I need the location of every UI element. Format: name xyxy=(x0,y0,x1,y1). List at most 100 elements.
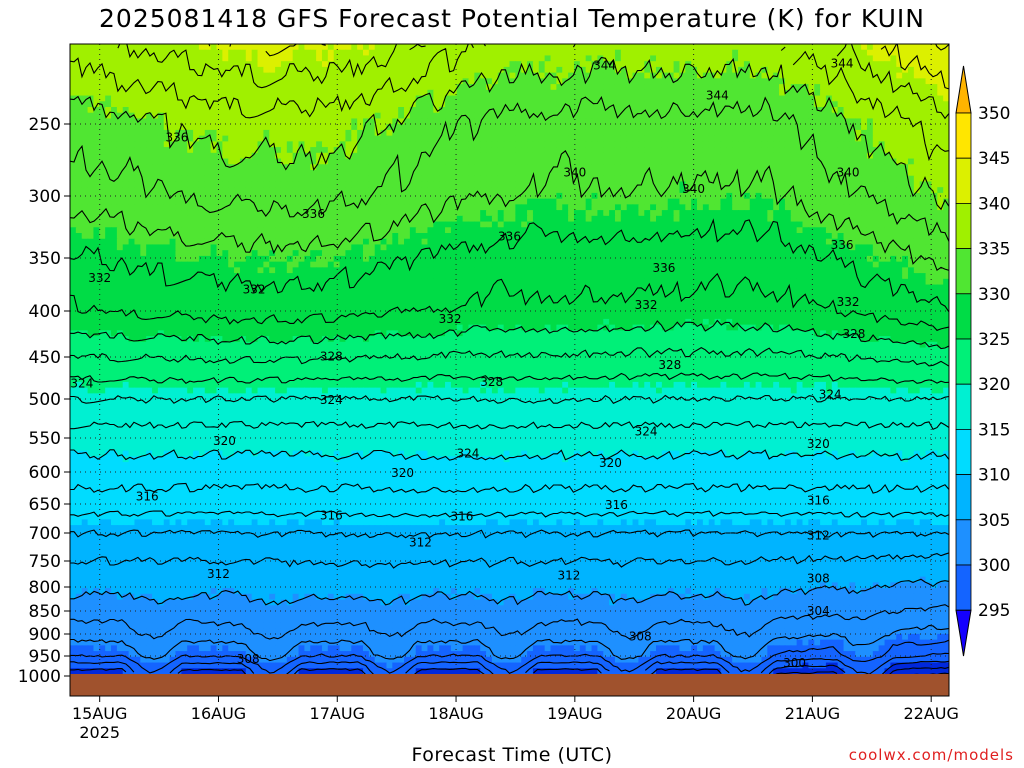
y-tick-label: 650 xyxy=(29,495,61,515)
contour-label-text: 324 xyxy=(456,447,479,461)
contour-label-text: 308 xyxy=(807,571,830,585)
contour-line-340 xyxy=(70,56,949,211)
colorbar-label: 345 xyxy=(978,149,1010,169)
contour-label-320: 320 xyxy=(807,437,830,451)
colorbar-label: 305 xyxy=(978,511,1010,531)
y-tick-label: 600 xyxy=(29,463,61,483)
y-tick-label: 300 xyxy=(29,187,61,207)
contour-line-342 xyxy=(70,44,949,162)
contour-line-334 xyxy=(70,218,949,313)
contour-label-text: 340 xyxy=(563,166,586,180)
contour-label-text: 336 xyxy=(652,261,675,275)
contour-label-332: 332 xyxy=(88,271,111,285)
y-tick-label: 500 xyxy=(29,390,61,410)
grid-lines xyxy=(70,44,949,677)
contour-label-324: 324 xyxy=(456,447,479,461)
contour-label-304: 304 xyxy=(807,604,830,618)
contour-label-336: 336 xyxy=(831,238,854,252)
contour-label-text: 324 xyxy=(320,393,343,407)
contour-label-text: 320 xyxy=(213,434,236,448)
x-tick-label: 22AUG xyxy=(903,704,958,723)
contour-label-text: 336 xyxy=(302,207,325,221)
contour-label-316: 316 xyxy=(320,509,343,523)
contour-line-306 xyxy=(70,624,949,662)
contour-line-298 xyxy=(775,666,949,674)
colorbar-label: 300 xyxy=(978,556,1010,576)
contour-label-332: 332 xyxy=(635,298,658,312)
contour-label-332: 332 xyxy=(439,312,462,326)
chart-title: 2025081418 GFS Forecast Potential Temper… xyxy=(99,4,925,33)
x-axis-ticks: 15AUG 16AUG 17AUG 18AUG 19AUG 20AUG 21AUG 22AUG… xyxy=(72,696,959,742)
colorbar-segment xyxy=(955,248,972,295)
x-tick-label: 18AUG xyxy=(428,704,483,723)
contour-label-324: 324 xyxy=(320,393,343,407)
contour-label-320: 320 xyxy=(391,466,414,480)
contour-label-text: 308 xyxy=(237,652,260,666)
x-tick-label: 21AUG xyxy=(785,704,840,723)
x-axis-label: Forecast Time (UTC) xyxy=(411,744,613,766)
contour-line-346 xyxy=(208,44,949,90)
contour-line-312 xyxy=(70,552,949,569)
y-tick-label: 700 xyxy=(29,524,61,544)
contour-label-text: 304 xyxy=(807,604,830,618)
colorbar: 350 345 340 335 330 325 320 315 310 305 300 295 xyxy=(955,65,1010,657)
contour-label-336: 336 xyxy=(302,207,325,221)
colorbar-top-arrow xyxy=(955,65,972,114)
contour-label-312: 312 xyxy=(807,529,830,543)
colorbar-label: 330 xyxy=(978,285,1010,305)
colorbar-label: 310 xyxy=(978,466,1010,486)
ground-band xyxy=(70,674,949,696)
colorbar-label: 350 xyxy=(978,104,1010,124)
contour-label-text: 300 xyxy=(783,656,806,670)
contour-label-328: 328 xyxy=(320,349,343,363)
contour-label-text: 316 xyxy=(136,489,159,503)
contour-label-text: 328 xyxy=(658,358,681,372)
contour-label-328: 328 xyxy=(480,375,503,389)
contour-label-text: 332 xyxy=(88,271,111,285)
contour-label-text: 328 xyxy=(480,375,503,389)
contour-label-text: 320 xyxy=(391,466,414,480)
contour-label-text: 324 xyxy=(819,387,842,401)
contour-label-text: 312 xyxy=(557,569,580,583)
contour-label-316: 316 xyxy=(807,494,830,508)
y-tick-label: 800 xyxy=(29,578,61,598)
y-tick-label: 950 xyxy=(29,647,61,667)
y-tick-label: 850 xyxy=(29,602,61,622)
contour-label-312: 312 xyxy=(207,567,230,581)
y-tick-label: 550 xyxy=(29,429,61,449)
contour-line-310 xyxy=(70,578,949,606)
contour-line-320 xyxy=(70,449,949,462)
colorbar-segment xyxy=(955,519,972,566)
contour-label-text: 316 xyxy=(451,509,474,523)
contour-line-302 xyxy=(70,652,949,674)
contour-label-text: 344 xyxy=(593,58,616,72)
source-credit: coolwx.com/models xyxy=(848,746,1014,764)
contour-label-324: 324 xyxy=(635,424,658,438)
contour-line-296 xyxy=(913,672,949,674)
contour-label-text: 324 xyxy=(635,424,658,438)
contour-label-text: 336 xyxy=(498,230,521,244)
colorbar-segment xyxy=(955,383,972,430)
x-tick-label: 17AUG xyxy=(310,704,365,723)
x-tick-label: 16AUG xyxy=(191,704,246,723)
colorbar-label: 325 xyxy=(978,330,1010,350)
contour-label-328: 328 xyxy=(843,327,866,341)
colorbar-label: 320 xyxy=(978,375,1010,395)
contour-label-320: 320 xyxy=(599,456,622,470)
contour-label-text: 328 xyxy=(320,349,343,363)
contour-label-324: 324 xyxy=(70,377,93,391)
contour-label-text: 316 xyxy=(320,509,343,523)
contour-label-340: 340 xyxy=(563,166,586,180)
contour-line-308 xyxy=(70,604,949,640)
y-tick-label: 750 xyxy=(29,552,61,572)
contour-label-text: 312 xyxy=(409,536,432,550)
contour-line-322 xyxy=(70,420,949,431)
colorbar-segment xyxy=(955,293,972,340)
contour-label-320: 320 xyxy=(213,434,236,448)
contour-label-text: 324 xyxy=(70,377,93,391)
contour-label-text: 316 xyxy=(605,498,628,512)
contour-label-text: 316 xyxy=(807,494,830,508)
contour-label-text: 340 xyxy=(682,182,705,196)
contour-label-text: 332 xyxy=(439,312,462,326)
colorbar-segment xyxy=(955,202,972,249)
